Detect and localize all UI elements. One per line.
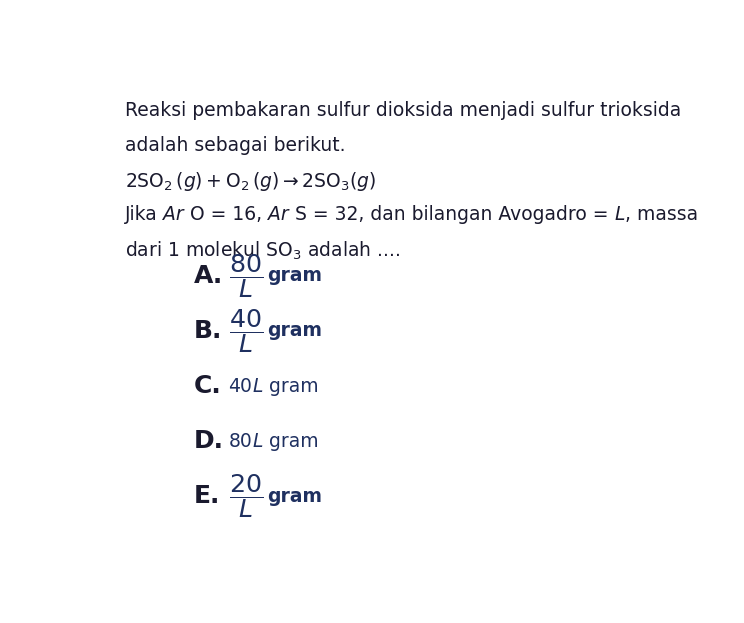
Text: Ar: Ar bbox=[164, 205, 184, 224]
Text: L: L bbox=[252, 432, 263, 451]
Text: Ar: Ar bbox=[269, 205, 289, 224]
Text: S = 32, dan bilangan Avogadro =: S = 32, dan bilangan Avogadro = bbox=[289, 205, 615, 224]
Text: gram: gram bbox=[267, 266, 322, 285]
Text: gram: gram bbox=[267, 321, 322, 340]
Text: C.: C. bbox=[194, 374, 222, 398]
Text: dari 1 molekul SO$_3$ adalah ....: dari 1 molekul SO$_3$ adalah .... bbox=[125, 239, 400, 262]
Text: L: L bbox=[615, 205, 625, 224]
Text: A.: A. bbox=[194, 264, 223, 288]
Text: $\dfrac{20}{L}$: $\dfrac{20}{L}$ bbox=[228, 472, 263, 520]
Text: E.: E. bbox=[194, 485, 220, 508]
Text: $2\mathrm{SO}_2\,(g) + \mathrm{O}_2\,(g) \rightarrow 2\mathrm{SO}_3(g)$: $2\mathrm{SO}_2\,(g) + \mathrm{O}_2\,(g)… bbox=[125, 170, 376, 193]
Text: O = 16,: O = 16, bbox=[184, 205, 269, 224]
Text: B.: B. bbox=[194, 319, 222, 343]
Text: gram: gram bbox=[263, 432, 318, 451]
Text: 80: 80 bbox=[228, 432, 252, 451]
Text: L: L bbox=[252, 376, 263, 396]
Text: Reaksi pembakaran sulfur dioksida menjadi sulfur trioksida: Reaksi pembakaran sulfur dioksida menjad… bbox=[125, 101, 681, 120]
Text: D.: D. bbox=[194, 429, 224, 454]
Text: 40: 40 bbox=[228, 376, 252, 396]
Text: gram: gram bbox=[263, 376, 318, 396]
Text: , massa: , massa bbox=[625, 205, 698, 224]
Text: gram: gram bbox=[267, 487, 322, 506]
Text: $\dfrac{40}{L}$: $\dfrac{40}{L}$ bbox=[228, 307, 263, 355]
Text: $\dfrac{80}{L}$: $\dfrac{80}{L}$ bbox=[228, 252, 263, 300]
Text: Jika: Jika bbox=[125, 205, 164, 224]
Text: adalah sebagai berikut.: adalah sebagai berikut. bbox=[125, 136, 345, 155]
